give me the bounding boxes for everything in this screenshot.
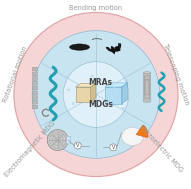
- Text: Bending motion: Bending motion: [69, 5, 123, 11]
- FancyBboxPatch shape: [67, 136, 71, 144]
- Polygon shape: [91, 83, 96, 102]
- Circle shape: [122, 107, 124, 109]
- Circle shape: [118, 89, 120, 91]
- Text: Electromagnetic MDG: Electromagnetic MDG: [4, 120, 57, 178]
- Polygon shape: [105, 83, 128, 87]
- FancyBboxPatch shape: [32, 105, 37, 109]
- Text: Rotational motion: Rotational motion: [3, 45, 29, 104]
- Ellipse shape: [144, 72, 150, 74]
- Ellipse shape: [146, 79, 149, 80]
- FancyBboxPatch shape: [143, 72, 151, 102]
- Circle shape: [74, 142, 81, 149]
- Text: Piezoelectric MDG: Piezoelectric MDG: [139, 125, 184, 174]
- FancyBboxPatch shape: [32, 86, 37, 90]
- Circle shape: [113, 87, 115, 89]
- Polygon shape: [106, 43, 121, 52]
- FancyBboxPatch shape: [32, 100, 37, 104]
- Polygon shape: [76, 83, 96, 87]
- FancyBboxPatch shape: [32, 77, 37, 80]
- Circle shape: [126, 80, 128, 82]
- Text: MDGs: MDGs: [88, 100, 113, 109]
- Circle shape: [110, 92, 112, 94]
- Polygon shape: [122, 83, 128, 104]
- FancyBboxPatch shape: [144, 76, 150, 98]
- Ellipse shape: [145, 76, 149, 77]
- Circle shape: [108, 98, 110, 100]
- Polygon shape: [105, 87, 122, 104]
- FancyBboxPatch shape: [32, 67, 37, 71]
- FancyBboxPatch shape: [32, 96, 37, 99]
- Circle shape: [63, 62, 129, 127]
- FancyBboxPatch shape: [32, 91, 37, 94]
- FancyBboxPatch shape: [32, 81, 37, 85]
- Text: MRAs: MRAs: [88, 78, 112, 87]
- Polygon shape: [111, 46, 115, 54]
- Circle shape: [68, 89, 70, 91]
- Ellipse shape: [124, 134, 133, 141]
- Text: V: V: [76, 143, 79, 148]
- Ellipse shape: [70, 44, 90, 50]
- Circle shape: [110, 144, 117, 151]
- Wedge shape: [136, 125, 148, 138]
- Circle shape: [47, 130, 68, 151]
- Circle shape: [14, 12, 178, 177]
- Polygon shape: [76, 87, 91, 102]
- FancyBboxPatch shape: [32, 72, 37, 76]
- Text: Telescoping motion: Telescoping motion: [162, 43, 190, 106]
- Polygon shape: [114, 46, 121, 52]
- Circle shape: [116, 96, 118, 98]
- FancyBboxPatch shape: [145, 80, 149, 95]
- Circle shape: [32, 31, 160, 158]
- Ellipse shape: [121, 127, 143, 146]
- Text: V: V: [112, 145, 115, 150]
- Circle shape: [91, 75, 93, 77]
- Circle shape: [72, 103, 74, 105]
